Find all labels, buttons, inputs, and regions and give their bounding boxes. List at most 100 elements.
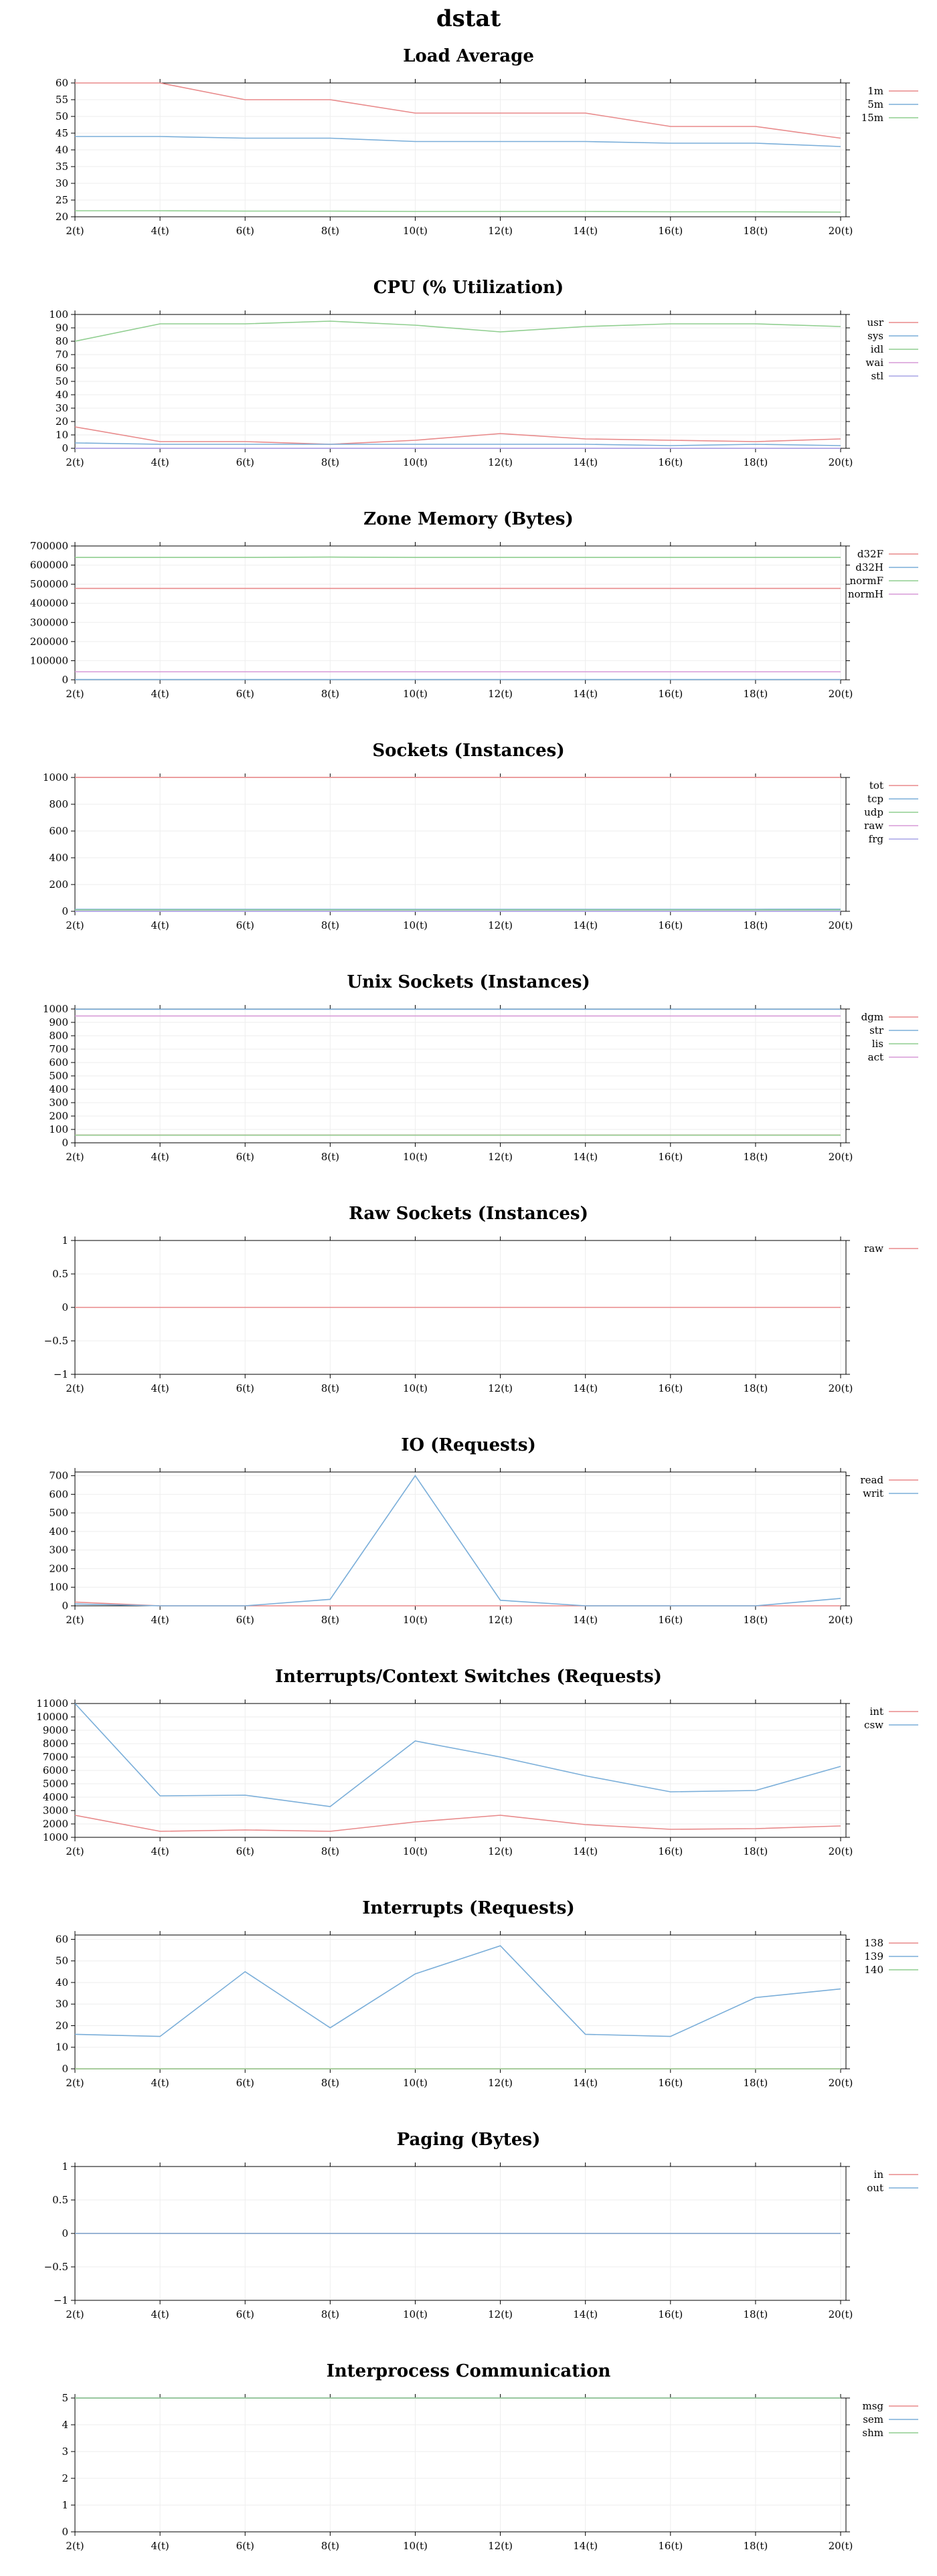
x-tick-label: 2(t) xyxy=(66,225,84,237)
chart-6: Raw Sockets (Instances)−1−0.500.512(t) 4(… xyxy=(44,1204,918,1394)
x-tick-label: 16(t) xyxy=(658,2308,683,2320)
y-tick-label: 300 xyxy=(49,1097,68,1109)
x-tick-label: 6(t) xyxy=(236,2077,254,2089)
x-tick-label: 6(t) xyxy=(236,1845,254,1857)
chart-1: Load Average 20 25 30 35 40 45 50 55 60 2(t) 4(t) 6(… xyxy=(56,46,918,237)
y-tick-label: 400 xyxy=(49,1526,68,1538)
x-tick-label: 8(t) xyxy=(321,1845,339,1857)
x-tick-label: 8(t) xyxy=(321,2540,339,2552)
x-tick-label: 18(t) xyxy=(743,2077,768,2089)
y-tick-label: 1000 xyxy=(43,1831,68,1843)
y-tick-label: −0.5 xyxy=(44,2261,68,2273)
y-tick-label: 20 xyxy=(56,2019,68,2031)
legend-label: idl xyxy=(871,343,883,355)
legend-label: wai xyxy=(865,357,883,369)
x-tick-label: 12(t) xyxy=(488,2077,513,2089)
x-tick-label: 2(t) xyxy=(66,2308,84,2320)
x-tick-label: 20(t) xyxy=(829,1614,853,1626)
series-line-sys xyxy=(74,442,841,446)
y-tick-label: 200000 xyxy=(30,636,68,648)
x-tick-label: 20(t) xyxy=(829,919,853,931)
x-tick-label: 4(t) xyxy=(151,1382,169,1394)
x-tick-label: 10(t) xyxy=(403,2540,428,2552)
legend-label: out xyxy=(867,2182,883,2194)
x-tick-label: 10(t) xyxy=(403,1845,428,1857)
chart-title: IO (Requests) xyxy=(401,1435,536,1455)
y-tick-label: 9000 xyxy=(43,1724,68,1736)
plot-frame xyxy=(74,1934,847,2069)
x-tick-label: 16(t) xyxy=(658,225,683,237)
y-tick-label: 60 xyxy=(56,362,68,374)
plot-frame xyxy=(74,777,847,912)
legend-label: d32H xyxy=(855,561,883,573)
legend-label: 15m xyxy=(861,112,883,124)
x-tick-label: 14(t) xyxy=(573,688,598,700)
x-tick-label: 12(t) xyxy=(488,2308,513,2320)
legend-label: act xyxy=(868,1051,883,1063)
chart-7: IO (Requests) 0 100 200 300 400 500 600 700 2(t) 4… xyxy=(49,1435,918,1626)
x-tick-label: 20(t) xyxy=(829,2540,853,2552)
x-tick-label: 12(t) xyxy=(488,225,513,237)
y-tick-label: −0.5 xyxy=(44,1335,68,1347)
legend-label: raw xyxy=(864,820,883,832)
y-tick-label: 2000 xyxy=(43,1818,68,1830)
x-tick-label: 18(t) xyxy=(743,2308,768,2320)
y-tick-label: 40 xyxy=(56,389,68,401)
x-tick-label: 4(t) xyxy=(151,2540,169,2552)
y-tick-label: 0 xyxy=(62,1600,68,1612)
series-line-read xyxy=(74,1601,841,1606)
legend-label: sem xyxy=(863,2413,883,2425)
chart-title: Zone Memory (Bytes) xyxy=(363,509,574,529)
x-tick-label: 20(t) xyxy=(829,456,853,468)
legend-label: raw xyxy=(864,1243,883,1255)
y-tick-label: 500000 xyxy=(30,578,68,590)
y-tick-label: 4 xyxy=(62,2419,68,2431)
chart-title: CPU (% Utilization) xyxy=(373,278,564,298)
chart-title: Raw Sockets (Instances) xyxy=(349,1204,588,1224)
y-tick-label: 0.5 xyxy=(52,1268,68,1280)
y-tick-label: 0 xyxy=(62,1301,68,1313)
x-tick-label: 2(t) xyxy=(66,688,84,700)
legend-label: lis xyxy=(872,1038,883,1050)
x-tick-label: 4(t) xyxy=(151,919,169,931)
y-tick-label: 600000 xyxy=(30,559,68,571)
y-tick-label: 60 xyxy=(56,77,68,89)
series-line-usr xyxy=(74,426,841,445)
x-tick-label: 20(t) xyxy=(829,1151,853,1163)
y-tick-label: 1000 xyxy=(43,1003,68,1015)
x-tick-label: 4(t) xyxy=(151,688,169,700)
x-tick-label: 16(t) xyxy=(658,1151,683,1163)
chart-title: Interrupts/Context Switches (Requests) xyxy=(275,1667,662,1687)
y-tick-label: 100 xyxy=(49,308,68,320)
chart-11: Interprocess Communication 0 1 2 3 4 5 2(t) 4(t)… xyxy=(62,2361,918,2552)
x-tick-label: 20(t) xyxy=(829,688,853,700)
y-tick-label: 600 xyxy=(49,1488,68,1500)
y-tick-label: 400 xyxy=(49,1083,68,1095)
x-tick-label: 18(t) xyxy=(743,456,768,468)
y-tick-label: 1 xyxy=(62,2160,68,2173)
x-tick-label: 10(t) xyxy=(403,1151,428,1163)
y-tick-label: 45 xyxy=(56,127,68,139)
x-tick-label: 10(t) xyxy=(403,1614,428,1626)
x-tick-label: 6(t) xyxy=(236,2540,254,2552)
legend-label: tcp xyxy=(867,793,883,805)
y-tick-label: 200 xyxy=(49,1110,68,1122)
y-tick-label: 100 xyxy=(49,1123,68,1135)
legend-label: writ xyxy=(863,1487,883,1499)
x-tick-label: 4(t) xyxy=(151,2077,169,2089)
series-line-csw xyxy=(74,1703,841,1807)
x-tick-label: 12(t) xyxy=(488,688,513,700)
y-tick-label: 80 xyxy=(56,335,68,347)
x-tick-label: 18(t) xyxy=(743,1151,768,1163)
x-tick-label: 18(t) xyxy=(743,688,768,700)
x-tick-label: 8(t) xyxy=(321,1151,339,1163)
x-tick-label: 10(t) xyxy=(403,919,428,931)
x-tick-label: 18(t) xyxy=(743,2540,768,2552)
x-tick-label: 12(t) xyxy=(488,919,513,931)
y-tick-label: 3000 xyxy=(43,1805,68,1817)
y-tick-label: 400 xyxy=(49,852,68,864)
x-tick-label: 12(t) xyxy=(488,1151,513,1163)
x-tick-label: 20(t) xyxy=(829,2308,853,2320)
